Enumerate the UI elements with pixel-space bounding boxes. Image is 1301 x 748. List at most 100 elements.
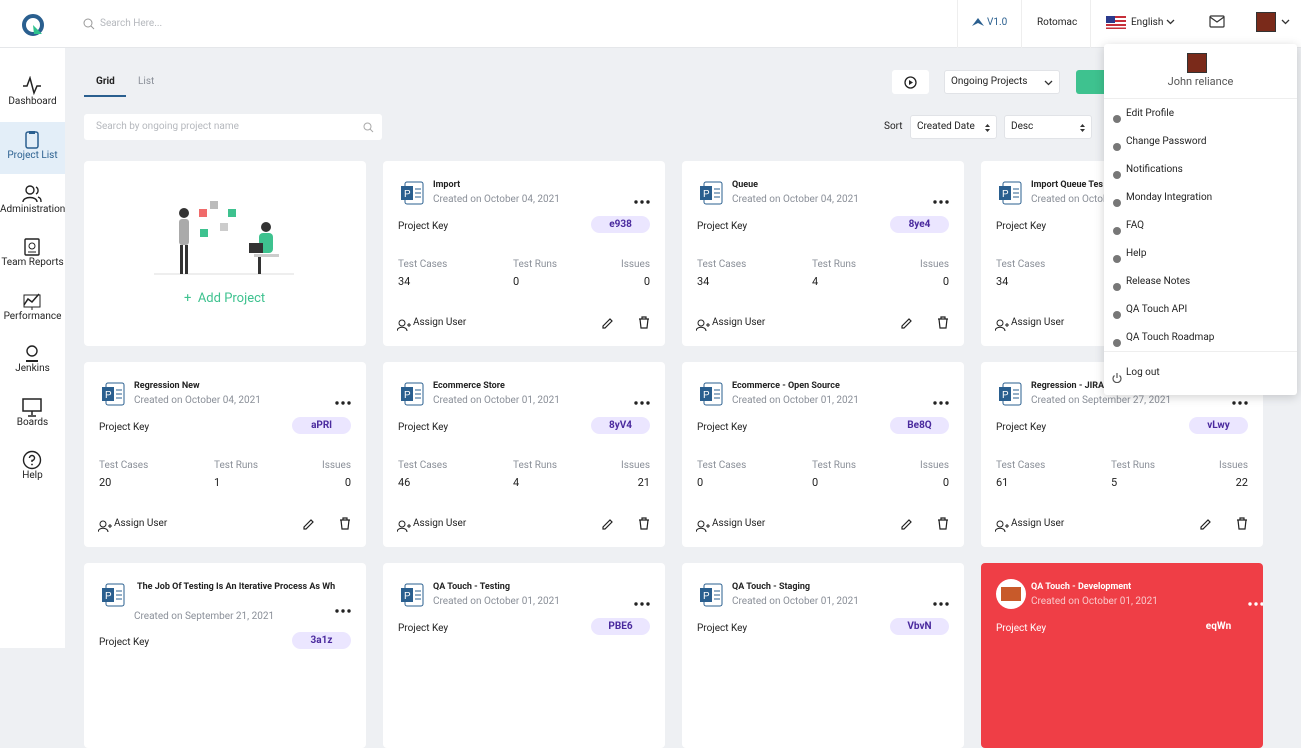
chevron — [1166, 19, 1175, 25]
more-menu[interactable] — [932, 592, 950, 611]
project-card[interactable]: P Import Created on October 04, 2021 Projec… — [383, 161, 665, 346]
nav-item[interactable]: Boards — [0, 389, 65, 441]
add-project-card[interactable]: + Add Project — [84, 161, 366, 346]
project-card[interactable]: P QA Touch - Staging Created on October 01… — [682, 563, 964, 748]
menu-item[interactable]: FAQ — [1104, 219, 1297, 235]
project-key: VbvN — [890, 618, 949, 635]
more-menu[interactable] — [633, 190, 651, 209]
test-cases-label: Test Cases — [697, 259, 747, 270]
project-filter[interactable]: Ongoing Projects — [944, 70, 1060, 94]
project-name[interactable]: Queue — [732, 180, 759, 190]
nav-icon — [22, 184, 42, 208]
menu-item[interactable]: Help — [1104, 247, 1297, 263]
project-card[interactable]: P Queue Created on October 04, 2021 Project… — [682, 161, 964, 346]
svg-text:P: P — [703, 591, 710, 602]
issues-label: Issues — [919, 259, 949, 270]
project-card[interactable]: P Regression New Created on October 04, 20… — [84, 362, 366, 547]
more-menu[interactable] — [932, 391, 950, 410]
assign-user[interactable]: Assign User — [97, 516, 178, 533]
menu-item[interactable]: Monday Integration — [1104, 191, 1297, 207]
project-key: 3a1z — [292, 632, 351, 649]
edit-button[interactable] — [900, 515, 913, 534]
menu-item-label: Release Notes — [1126, 276, 1191, 287]
more-menu[interactable] — [633, 592, 651, 611]
project-name[interactable]: Regression New — [134, 381, 200, 391]
more-menu[interactable] — [334, 391, 352, 410]
tab[interactable]: List — [138, 76, 155, 87]
assign-user[interactable]: Assign User — [994, 516, 1075, 533]
test-cases-label: Test Cases — [697, 460, 747, 471]
nav-item[interactable]: Performance — [0, 283, 65, 335]
workspace[interactable]: Rotomac — [1037, 17, 1078, 28]
delete-button[interactable] — [638, 314, 650, 333]
project-name[interactable]: Regression - JIRA — [1031, 381, 1105, 391]
more-menu[interactable] — [334, 599, 352, 618]
more-menu[interactable] — [932, 190, 950, 209]
project-name[interactable]: The Job Of Testing Is An Iterative Proce… — [137, 582, 336, 592]
nav-icon — [22, 397, 42, 421]
project-name[interactable]: Ecommerce Store — [433, 381, 505, 391]
delete-button[interactable] — [937, 314, 949, 333]
project-card[interactable]: P The Job Of Testing Is An Iterative Proc… — [84, 563, 366, 748]
nav-item[interactable]: Jenkins — [0, 335, 65, 387]
menu-item[interactable]: Notifications — [1104, 163, 1297, 179]
project-name[interactable]: Import Queue Tes — [1031, 180, 1104, 190]
delete-button[interactable] — [638, 515, 650, 534]
project-name[interactable]: Import — [433, 180, 461, 190]
nav-item[interactable]: Team Reports — [0, 229, 65, 281]
assign-user[interactable]: Assign User — [396, 315, 477, 332]
play-button[interactable] — [892, 70, 929, 94]
more-menu[interactable] — [1231, 391, 1249, 410]
project-icon: P — [401, 583, 425, 611]
avatar[interactable] — [1256, 12, 1276, 32]
project-name[interactable]: Ecommerce - Open Source — [732, 381, 840, 391]
edit-button[interactable] — [601, 515, 614, 534]
menu-icon — [1112, 333, 1122, 352]
nav-item[interactable]: Dashboard — [0, 68, 65, 120]
edit-button[interactable] — [601, 314, 614, 333]
edit-button[interactable] — [1199, 515, 1212, 534]
edit-button[interactable] — [900, 314, 913, 333]
menu-item[interactable]: Edit Profile — [1104, 107, 1297, 123]
sort-order[interactable]: Desc — [1004, 115, 1092, 139]
language[interactable]: English — [1131, 17, 1164, 28]
project-search[interactable]: Search by ongoing project name — [84, 114, 382, 140]
logout[interactable]: Log out — [1104, 366, 1297, 384]
project-card[interactable]: P QA Touch - Testing Created on October 01… — [383, 563, 665, 748]
nav-item[interactable]: Project List — [0, 122, 65, 174]
more-menu[interactable] — [633, 391, 651, 410]
project-key-label: Project Key — [697, 623, 748, 634]
menu-item[interactable]: QA Touch Roadmap — [1104, 331, 1297, 347]
project-card[interactable]: P Ecommerce - Open Source Created on Octob… — [682, 362, 964, 547]
delete-button[interactable] — [1236, 515, 1248, 534]
project-key: 8yV4 — [591, 417, 650, 434]
project-card[interactable]: QA Touch - Development Created on October… — [981, 563, 1263, 748]
sort-field[interactable]: Created Date — [910, 115, 997, 139]
edit-button[interactable] — [302, 515, 315, 534]
project-key-label: Project Key — [996, 221, 1047, 232]
delete-button[interactable] — [339, 515, 351, 534]
assign-user[interactable]: Assign User — [396, 516, 477, 533]
logo[interactable] — [22, 14, 44, 36]
assign-user[interactable]: Assign User — [695, 516, 776, 533]
delete-button[interactable] — [937, 515, 949, 534]
menu-item[interactable]: Change Password — [1104, 135, 1297, 151]
more-menu[interactable] — [1247, 592, 1263, 611]
project-card[interactable]: P Ecommerce Store Created on October 01, 2… — [383, 362, 665, 547]
project-name[interactable]: QA Touch - Staging — [732, 582, 811, 592]
tab[interactable]: Grid — [96, 76, 115, 87]
menu-item[interactable]: QA Touch API — [1104, 303, 1297, 319]
project-name[interactable]: QA Touch - Development — [1031, 582, 1132, 592]
assign-user[interactable]: Assign User — [994, 315, 1075, 332]
nav-icon — [22, 343, 42, 367]
menu-item[interactable]: Release Notes — [1104, 275, 1297, 291]
menu-item-label: FAQ — [1126, 220, 1145, 231]
nav-item[interactable]: Administration — [0, 176, 65, 228]
project-name[interactable]: QA Touch - Testing — [433, 582, 510, 592]
nav-item[interactable]: Help — [0, 442, 65, 494]
mail-icon[interactable] — [1209, 15, 1225, 28]
test-cases-value: 34 — [398, 275, 411, 288]
search-input[interactable]: Search Here... — [100, 18, 163, 29]
issues-label: Issues — [620, 259, 650, 270]
assign-user[interactable]: Assign User — [695, 315, 776, 332]
